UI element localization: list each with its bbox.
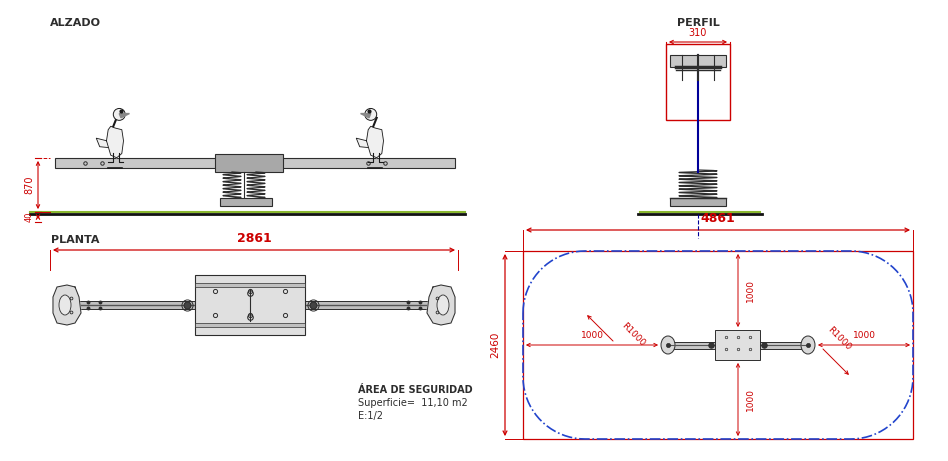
Bar xyxy=(195,275,305,335)
Polygon shape xyxy=(367,126,384,158)
Bar xyxy=(523,251,913,439)
Bar xyxy=(668,342,808,349)
Bar xyxy=(670,198,726,206)
Bar xyxy=(195,323,305,327)
Text: 1000: 1000 xyxy=(746,279,755,302)
Text: ÁREA DE SEGURIDAD: ÁREA DE SEGURIDAD xyxy=(358,385,473,395)
Bar xyxy=(215,154,283,172)
Ellipse shape xyxy=(437,295,449,315)
Text: 4861: 4861 xyxy=(701,212,736,225)
Ellipse shape xyxy=(801,336,815,354)
Ellipse shape xyxy=(114,108,125,120)
Text: Superficie=  11,10 m2: Superficie= 11,10 m2 xyxy=(358,398,467,408)
Ellipse shape xyxy=(59,295,71,315)
Polygon shape xyxy=(119,113,130,118)
Ellipse shape xyxy=(365,108,376,120)
Bar xyxy=(220,198,272,206)
Text: 1000: 1000 xyxy=(746,388,755,411)
Polygon shape xyxy=(360,113,371,118)
Text: 310: 310 xyxy=(689,28,707,38)
Text: 1000: 1000 xyxy=(580,331,604,340)
Text: 1000: 1000 xyxy=(852,331,876,340)
Polygon shape xyxy=(53,285,81,325)
Bar xyxy=(55,158,455,168)
Polygon shape xyxy=(427,285,455,325)
Bar xyxy=(666,44,730,120)
Text: 2861: 2861 xyxy=(237,232,271,245)
Bar xyxy=(75,301,433,309)
Text: 40: 40 xyxy=(25,212,34,222)
Polygon shape xyxy=(97,138,108,148)
Bar xyxy=(670,55,726,67)
Text: E:1/2: E:1/2 xyxy=(358,411,383,421)
Text: R1000: R1000 xyxy=(826,325,853,352)
Text: ALZADO: ALZADO xyxy=(49,18,100,28)
Text: 870: 870 xyxy=(24,176,34,194)
Text: PERFIL: PERFIL xyxy=(677,18,720,28)
Bar xyxy=(716,330,760,360)
Polygon shape xyxy=(356,138,368,148)
Ellipse shape xyxy=(661,336,675,354)
Bar xyxy=(195,283,305,287)
Text: 2460: 2460 xyxy=(490,332,500,358)
Polygon shape xyxy=(106,126,123,158)
Text: R1000: R1000 xyxy=(620,321,647,348)
Text: PLANTA: PLANTA xyxy=(51,235,100,245)
